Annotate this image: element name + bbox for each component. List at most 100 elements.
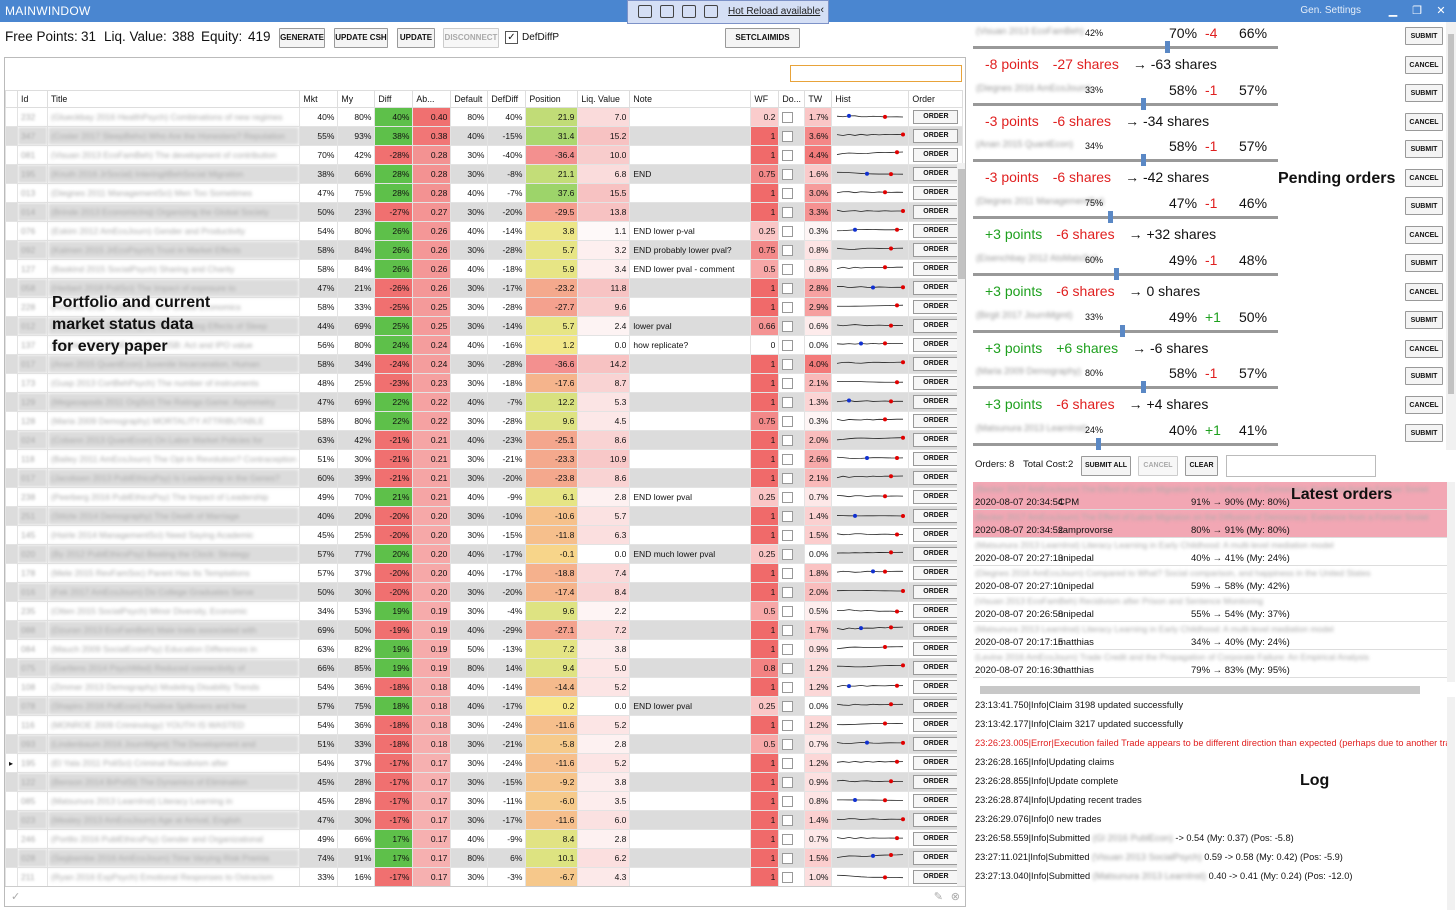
column-header[interactable]: Liq. Value (577, 90, 631, 108)
cell-order[interactable]: ORDER (908, 658, 964, 678)
table-row[interactable]: 246 (Portllo 2016 PublEthicsPsy) Gender a… (5, 829, 964, 849)
cell-do[interactable] (778, 582, 806, 602)
cell-note[interactable] (629, 145, 752, 165)
cell-order[interactable]: ORDER (908, 126, 964, 146)
cell-order[interactable]: ORDER (908, 867, 964, 887)
cell-note[interactable] (629, 392, 752, 412)
cell-note[interactable] (629, 449, 752, 469)
column-header[interactable]: Hist (831, 90, 910, 108)
cell-do[interactable] (778, 715, 806, 735)
column-header[interactable]: Position (525, 90, 579, 108)
table-row[interactable]: 178 (Mele 2015 RevFamSoc) Parent Has Its … (5, 563, 964, 583)
cell-order[interactable]: ORDER (908, 278, 964, 298)
cell-do[interactable] (778, 240, 806, 260)
cell-order[interactable]: ORDER (908, 829, 964, 849)
cell-order[interactable]: ORDER (908, 297, 964, 317)
do-checkbox[interactable] (782, 130, 794, 142)
latest-order[interactable]: (Levine 2016 AmEcoJourn) Trade Credit an… (973, 650, 1447, 678)
cell-do[interactable] (778, 202, 806, 222)
order-button[interactable]: ORDER (913, 186, 959, 200)
cell-order[interactable]: ORDER (908, 202, 964, 222)
table-row[interactable]: 028 (Segbambe 2016 AmEcoJourn) Time Varyi… (5, 848, 964, 868)
cell-do[interactable] (778, 620, 806, 640)
clear-button[interactable]: CLEAR (1185, 456, 1218, 476)
cell-do[interactable] (778, 107, 806, 127)
cell-do[interactable] (778, 411, 806, 431)
table-row[interactable]: 211 (Ryan 2016 ExpPsych) Emotional Respon… (5, 867, 964, 887)
order-button[interactable]: ORDER (913, 642, 959, 656)
cell-order[interactable]: ORDER (908, 240, 964, 260)
table-row[interactable]: 128 (Maria 2009 Demography) MORTALITY ATT… (5, 411, 964, 431)
cell-order[interactable]: ORDER (908, 449, 964, 469)
order-button[interactable]: ORDER (913, 262, 959, 276)
order-button[interactable]: ORDER (913, 699, 959, 713)
do-checkbox[interactable] (782, 605, 794, 617)
cell-order[interactable]: ORDER (908, 316, 964, 336)
cell-do[interactable] (778, 316, 806, 336)
disconnect-button[interactable]: DISCONNECT (443, 28, 499, 48)
pending-slider[interactable] (973, 381, 1278, 394)
cell-do[interactable] (778, 848, 806, 868)
cell-do[interactable] (778, 753, 806, 773)
table-row[interactable]: 235 (Otten 2015 SocialPsych) Minor Divers… (5, 601, 964, 621)
order-button[interactable]: ORDER (913, 129, 959, 143)
cell-note[interactable] (629, 525, 752, 545)
cell-do[interactable] (778, 126, 806, 146)
scroll-thumb[interactable] (1448, 34, 1454, 394)
cell-note[interactable] (629, 658, 752, 678)
do-checkbox[interactable] (782, 529, 794, 541)
latest-scrollbar[interactable] (1447, 482, 1455, 682)
do-checkbox[interactable] (782, 681, 794, 693)
cell-note[interactable]: END lower pval - comment (629, 259, 752, 279)
cell-note[interactable] (629, 411, 752, 431)
order-button[interactable]: ORDER (913, 471, 959, 485)
cancel-button[interactable]: CANCEL (1405, 112, 1443, 131)
latest-order[interactable]: (Matsunura 2013 LearnInst) Literacy Lear… (973, 622, 1447, 650)
cell-note[interactable] (629, 297, 752, 317)
do-checkbox[interactable] (782, 871, 794, 883)
latest-order[interactable]: (Becker 2017 AmEcoJourn) The Effect of L… (973, 482, 1447, 510)
column-header[interactable]: Note (629, 90, 752, 108)
cell-do[interactable] (778, 145, 806, 165)
cell-note[interactable] (629, 867, 752, 887)
cell-order[interactable]: ORDER (908, 715, 964, 735)
table-row[interactable]: 075 (Gartlens 2014 PsychMed) Reduced conn… (5, 658, 964, 678)
order-button[interactable]: ORDER (913, 870, 959, 884)
cell-do[interactable] (778, 335, 806, 355)
update-button[interactable]: UPDATE (397, 28, 435, 48)
generate-button[interactable]: GENERATE (279, 28, 325, 48)
table-row[interactable]: 012 (Andrew 2014 SocialPsych) The Evening… (5, 316, 964, 336)
slider-thumb[interactable] (1141, 381, 1146, 394)
update-csh-button[interactable]: UPDATE CSH (334, 28, 388, 48)
cell-order[interactable]: ORDER (908, 696, 964, 716)
cell-note[interactable] (629, 373, 752, 393)
cell-order[interactable]: ORDER (908, 335, 964, 355)
cell-order[interactable]: ORDER (908, 392, 964, 412)
cell-do[interactable] (778, 677, 806, 697)
cell-do[interactable] (778, 278, 806, 298)
cell-do[interactable] (778, 297, 806, 317)
do-checkbox[interactable] (782, 377, 794, 389)
cell-order[interactable]: ORDER (908, 582, 964, 602)
order-button[interactable]: ORDER (913, 623, 959, 637)
cell-note[interactable] (629, 810, 752, 830)
submit-all-button[interactable]: SUBMIT ALL (1081, 456, 1131, 476)
order-button[interactable]: ORDER (913, 319, 959, 333)
cell-order[interactable]: ORDER (908, 525, 964, 545)
order-button[interactable]: ORDER (913, 680, 959, 694)
do-checkbox[interactable] (782, 225, 794, 237)
order-button[interactable]: ORDER (913, 813, 959, 827)
column-header[interactable]: Title (46, 90, 301, 108)
cell-do[interactable] (778, 430, 806, 450)
do-checkbox[interactable] (782, 738, 794, 750)
table-row[interactable]: 127 (Baskind 2015 SocialPsych) Sharing an… (5, 259, 964, 279)
do-checkbox[interactable] (782, 700, 794, 712)
order-button[interactable]: ORDER (913, 528, 959, 542)
pending-slider[interactable] (973, 437, 1278, 450)
cell-note[interactable] (629, 829, 752, 849)
order-button[interactable]: ORDER (913, 566, 959, 580)
column-header[interactable]: WF (750, 90, 780, 108)
order-button[interactable]: ORDER (913, 167, 959, 181)
do-checkbox[interactable] (782, 776, 794, 788)
slider-thumb[interactable] (1120, 324, 1125, 337)
